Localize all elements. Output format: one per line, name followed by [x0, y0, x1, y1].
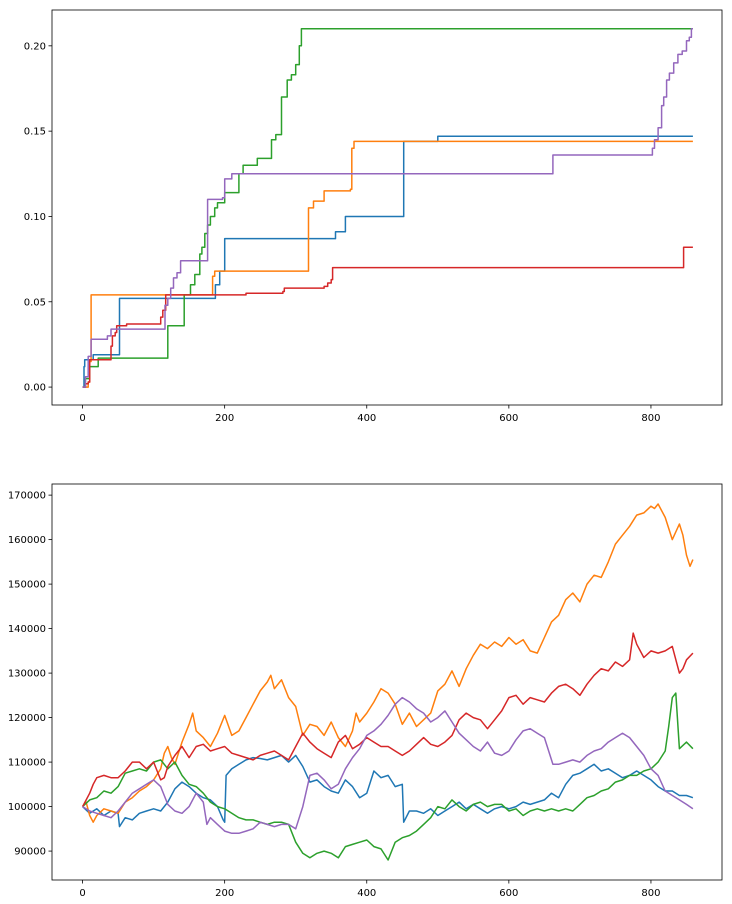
bottom-ytick-label: 120000 [8, 713, 46, 724]
bottom-ytick-label: 130000 [8, 669, 46, 680]
bottom-xtick-label: 400 [357, 888, 376, 899]
bottom-line-series-0 [82, 754, 694, 828]
bottom-line-series-1 [82, 503, 694, 823]
bottom-line-series-3 [81, 632, 694, 807]
top-xtick-label: 600 [499, 413, 518, 424]
top-ytick-label: 0.05 [24, 297, 46, 308]
top-xtick-label: 400 [357, 413, 376, 424]
bottom-ytick-label: 140000 [8, 624, 46, 635]
bottom-ytick-label: 90000 [14, 847, 46, 858]
top-ytick-label: 0.10 [24, 212, 46, 223]
bottom-ytick-label: 160000 [8, 535, 46, 546]
top-ytick-label: 0.20 [24, 41, 46, 52]
bottom-line-series-4 [82, 696, 694, 835]
top-xtick-label: 800 [641, 413, 660, 424]
bottom-axes-frame [51, 483, 723, 881]
top-line-series-3 [82, 246, 693, 388]
top-line-series-4 [82, 28, 693, 388]
top-line-series-2 [82, 28, 693, 388]
bottom-xtick-label: 800 [641, 888, 660, 899]
top-ytick-label: 0.00 [24, 383, 46, 394]
bottom-ytick-label: 110000 [8, 758, 46, 769]
top-xtick-label: 0 [79, 413, 85, 424]
top-line-series-1 [82, 140, 693, 388]
bottom-ytick-label: 170000 [8, 491, 46, 502]
top-axes-frame [51, 9, 723, 406]
bottom-line-series-2 [82, 692, 694, 861]
bottom-xtick-label: 600 [499, 888, 518, 899]
bottom-ytick-label: 100000 [8, 802, 46, 813]
top-xtick-label: 200 [215, 413, 234, 424]
bottom-xtick-label: 0 [79, 888, 85, 899]
axes-top: 0 200 400 600 800 0.00 0.05 0.10 0.15 0.20 [24, 9, 723, 424]
top-ytick-label: 0.15 [24, 127, 46, 138]
axes-bottom: 0 200 400 600 800 90000 100000 110000 120000 1300… [8, 483, 723, 899]
bottom-xtick-label: 200 [215, 888, 234, 899]
bottom-ytick-label: 150000 [8, 580, 46, 591]
